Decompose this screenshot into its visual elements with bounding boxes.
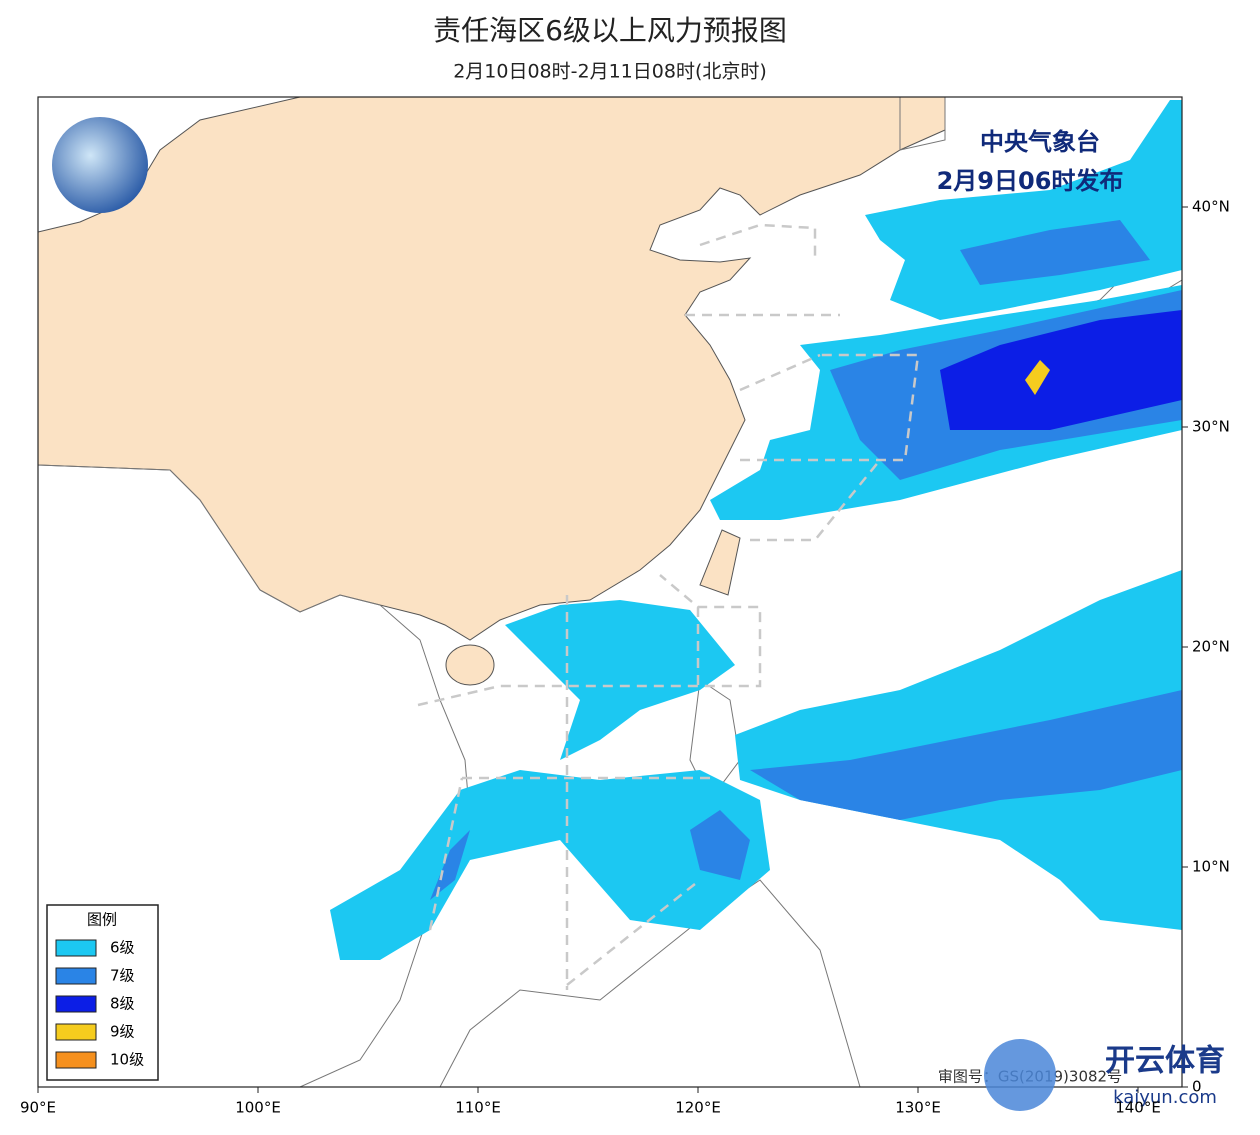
legend-label: 6级 bbox=[110, 939, 135, 957]
wind-area bbox=[750, 690, 1182, 820]
legend-box bbox=[46, 904, 159, 1081]
legend-title: 图例 bbox=[87, 911, 117, 929]
wind-area bbox=[505, 600, 735, 760]
subtitle: 2月10日08时-2月11日08时(北京时) bbox=[453, 61, 767, 83]
legend-swatch bbox=[55, 939, 97, 957]
legend-swatch bbox=[55, 1051, 97, 1069]
lat-label: 30°N bbox=[1192, 418, 1230, 436]
legend-label: 7级 bbox=[110, 967, 135, 985]
lon-label: 130°E bbox=[895, 1099, 941, 1117]
watermark: 开云体育 kaiyun.com bbox=[984, 1039, 1225, 1111]
lat-label: 10°N bbox=[1192, 858, 1230, 876]
issuer-agency: 中央气象台 bbox=[980, 128, 1100, 156]
legend-label: 9级 bbox=[110, 1023, 135, 1041]
wind-area bbox=[940, 310, 1182, 430]
zone-boundaries bbox=[417, 223, 920, 990]
wind-area bbox=[960, 220, 1150, 285]
land-taiwan bbox=[699, 529, 741, 596]
watermark-brand: 开云体育 bbox=[1105, 1044, 1225, 1079]
land-hainan bbox=[445, 644, 495, 686]
title: 责任海区6级以上风力预报图 bbox=[433, 14, 787, 47]
wind-area bbox=[430, 830, 470, 900]
watermark-logo bbox=[984, 1039, 1056, 1111]
legend-swatch bbox=[55, 995, 97, 1013]
lon-label: 110°E bbox=[455, 1099, 501, 1117]
legend-swatch bbox=[55, 967, 97, 985]
lon-label: 120°E bbox=[675, 1099, 721, 1117]
logo bbox=[52, 117, 148, 213]
lon-label: 90°E bbox=[20, 1099, 56, 1117]
issuer-time: 2月9日06时发布 bbox=[937, 167, 1124, 195]
watermark-url: kaiyun.com bbox=[1113, 1087, 1217, 1108]
wind-area bbox=[1025, 360, 1050, 395]
lat-label: 0 bbox=[1192, 1078, 1202, 1096]
legend-swatch bbox=[55, 1023, 97, 1041]
legend-label: 8级 bbox=[110, 995, 135, 1013]
wind-area bbox=[330, 770, 770, 960]
axes: 90°E 100°E 110°E 120°E 130°E 140°E 40°N 30°N 20°… bbox=[20, 198, 1230, 1117]
lat-label: 20°N bbox=[1192, 638, 1230, 656]
map-border bbox=[37, 96, 1183, 1088]
wind-areas bbox=[330, 100, 1182, 960]
lon-label: 140°E bbox=[1115, 1099, 1161, 1117]
lat-label: 40°N bbox=[1192, 198, 1230, 216]
legend: 图例 6级 7级 8级 9级 10级 bbox=[46, 904, 159, 1081]
map-area bbox=[38, 97, 1182, 1087]
lon-label: 100°E bbox=[235, 1099, 281, 1117]
wind-area bbox=[690, 810, 750, 880]
legend-label: 10级 bbox=[110, 1051, 144, 1069]
